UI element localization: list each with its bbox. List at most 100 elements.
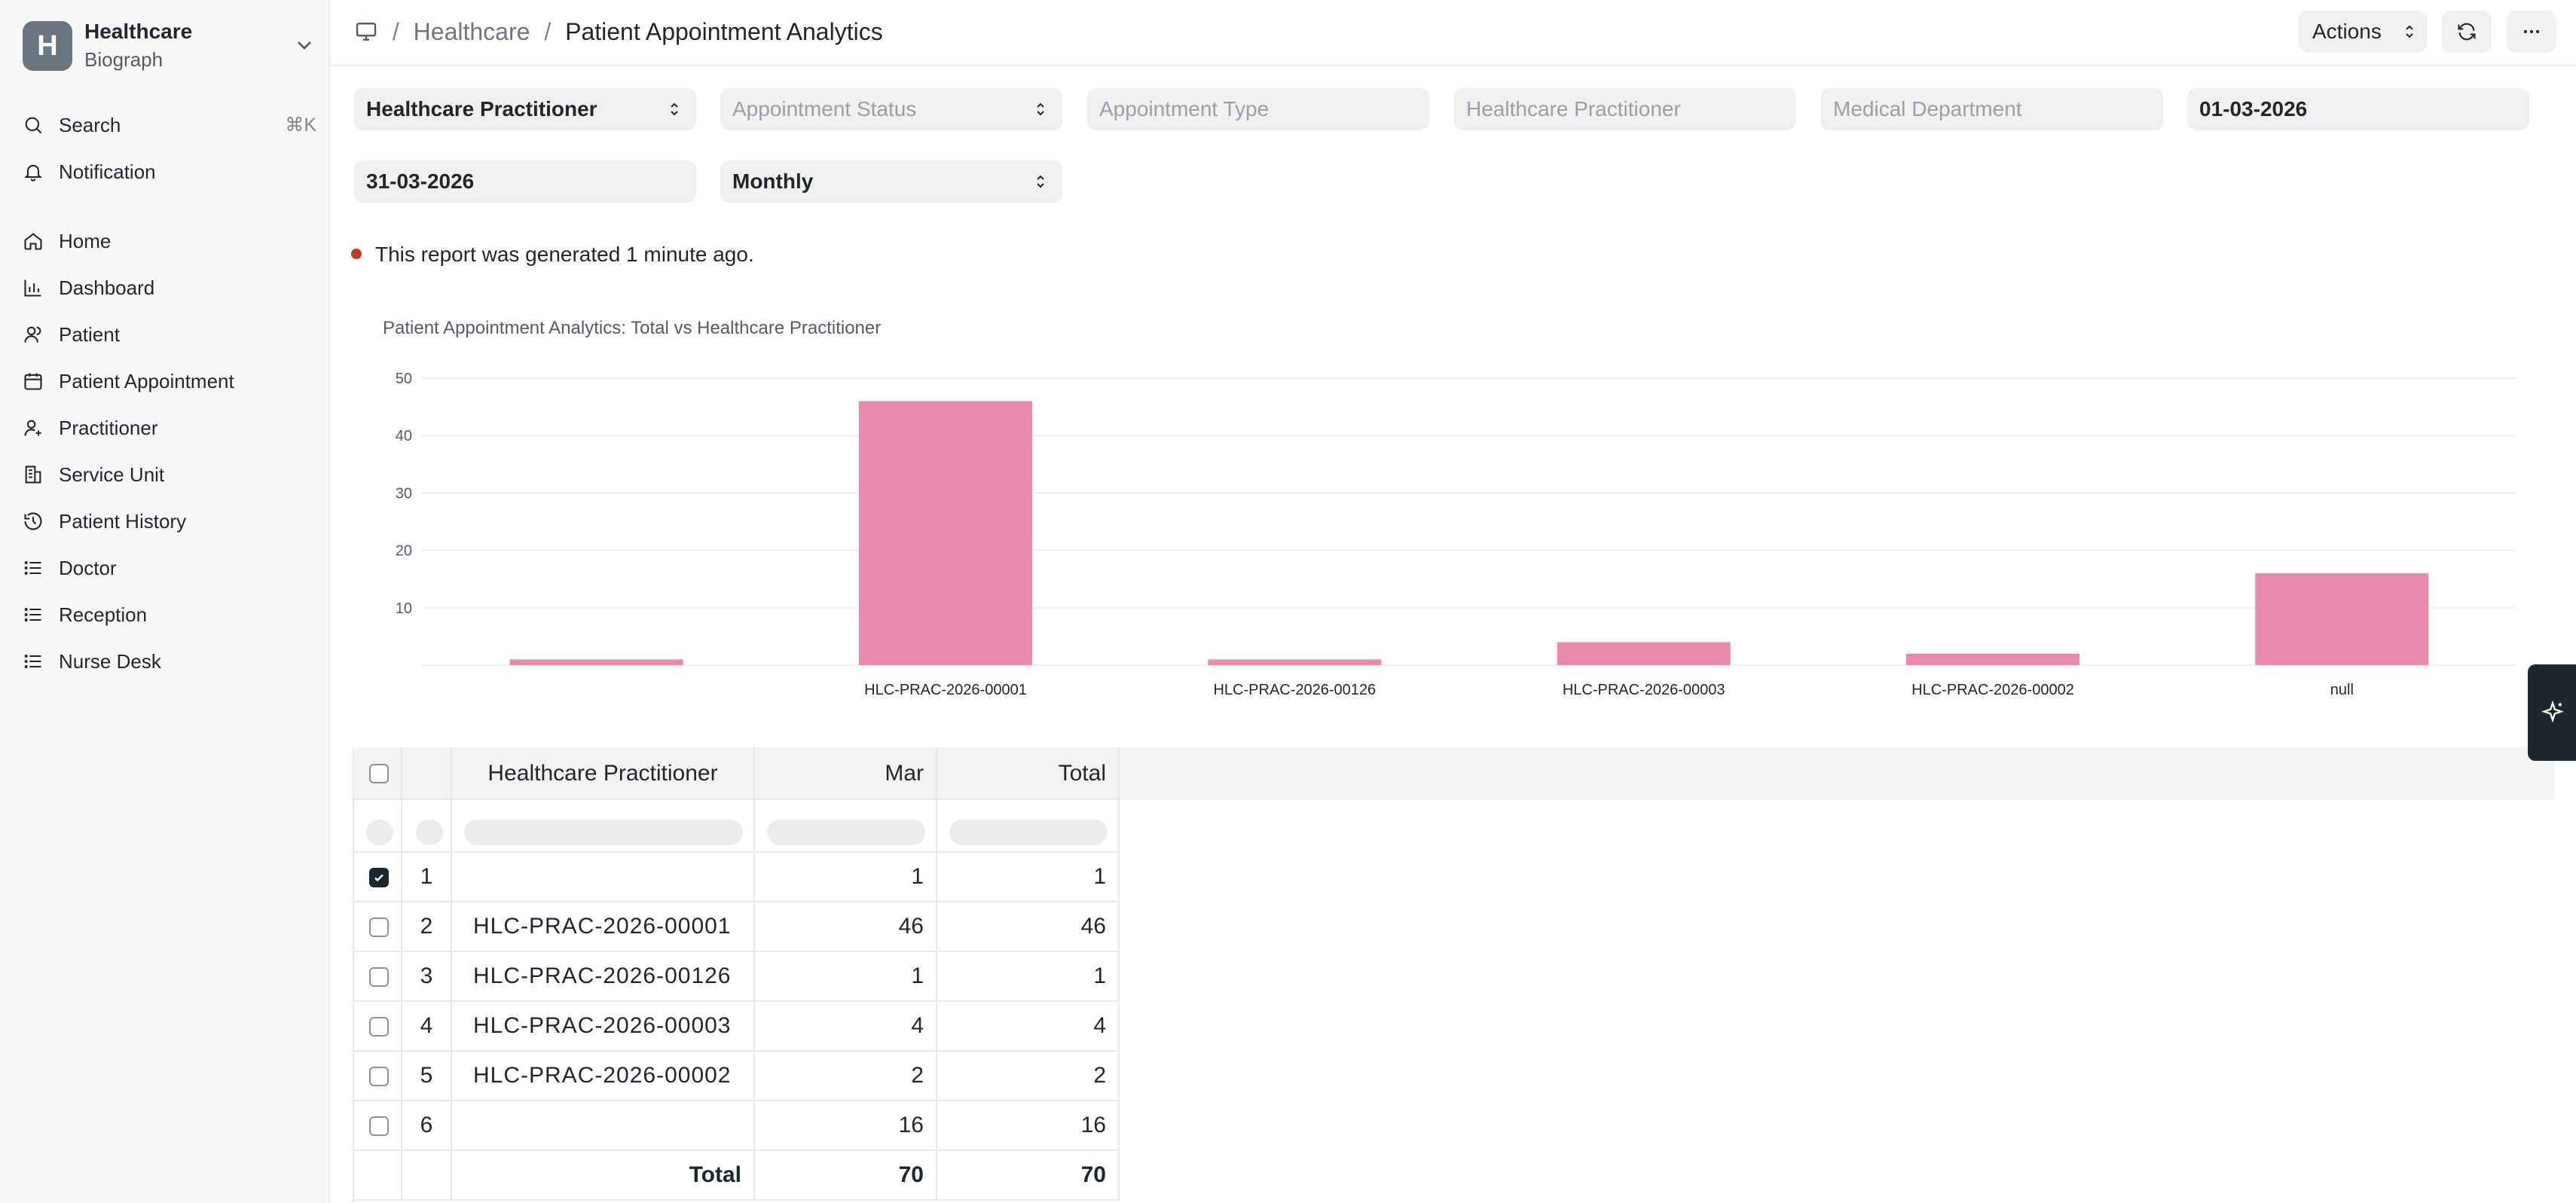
total-cell[interactable]: 1 xyxy=(937,853,1120,902)
appointment-status-placeholder: Appointment Status xyxy=(732,97,917,121)
select-all-checkbox[interactable] xyxy=(369,764,389,783)
row-index-value: 4 xyxy=(420,1013,433,1038)
practitioner-cell[interactable] xyxy=(452,853,755,902)
actions-button[interactable]: Actions xyxy=(2299,11,2427,53)
chart-bar[interactable] xyxy=(1906,653,2079,665)
row-checkbox[interactable] xyxy=(369,868,389,887)
workspace-switcher[interactable]: H Healthcare Biograph xyxy=(23,20,316,72)
mar-cell[interactable]: 1 xyxy=(755,853,937,902)
totals-label-cell: Total xyxy=(452,1151,755,1201)
monitor-icon[interactable] xyxy=(354,20,378,44)
calendar-icon xyxy=(24,373,42,390)
column-header-mar[interactable]: Mar xyxy=(755,747,937,800)
sidebar-item-practitioner[interactable]: Practitioner xyxy=(23,409,316,447)
practitioner-filter-field[interactable]: Healthcare Practitioner xyxy=(1454,88,1796,130)
total-cell[interactable]: 2 xyxy=(937,1052,1120,1101)
more-options-button[interactable] xyxy=(2507,11,2556,53)
column-filter-input[interactable] xyxy=(937,800,1120,853)
chart-bar[interactable] xyxy=(859,401,1032,665)
mar-cell[interactable]: 16 xyxy=(755,1101,937,1151)
column-header-label: Total xyxy=(1058,761,1106,786)
total-value: 16 xyxy=(1080,1113,1106,1137)
chart-bar[interactable] xyxy=(2255,573,2429,665)
row-index-value: 2 xyxy=(420,914,433,939)
chart-bar[interactable] xyxy=(1208,659,1382,665)
mar-cell[interactable]: 1 xyxy=(755,952,937,1002)
sidebar-item-reception[interactable]: Reception xyxy=(23,596,316,634)
to-date-field[interactable]: 31-03-2026 xyxy=(354,160,696,203)
appointment-type-field[interactable]: Appointment Type xyxy=(1087,88,1429,130)
row-checkbox[interactable] xyxy=(369,1017,389,1037)
filter-cell xyxy=(402,800,452,853)
page-header: / Healthcare / Patient Appointment Analy… xyxy=(332,0,2576,66)
search-label: Search xyxy=(59,114,121,136)
column-header-label: Mar xyxy=(885,761,924,786)
sidebar-search[interactable]: Search ⌘K xyxy=(23,106,316,144)
mar-cell[interactable]: 4 xyxy=(755,1002,937,1052)
sidebar-item-label: Nurse Desk xyxy=(59,650,161,673)
practitioner-cell[interactable] xyxy=(452,1101,755,1151)
sidebar-item-dashboard[interactable]: Dashboard xyxy=(23,269,316,307)
row-checkbox[interactable] xyxy=(369,1067,389,1086)
medical-department-field[interactable]: Medical Department xyxy=(1821,88,2163,130)
sidebar-item-nurse-desk[interactable]: Nurse Desk xyxy=(23,643,316,680)
chart-bar[interactable] xyxy=(509,659,683,665)
appointment-status-select[interactable]: Appointment Status xyxy=(720,88,1062,130)
total-value: 1 xyxy=(1093,963,1106,988)
refresh-icon xyxy=(2458,23,2476,41)
mar-cell[interactable]: 46 xyxy=(755,902,937,952)
practitioner-cell[interactable]: HLC-PRAC-2026-00126 xyxy=(452,952,755,1002)
row-select-cell xyxy=(353,1052,402,1101)
column-header-practitioner[interactable]: Healthcare Practitioner xyxy=(452,747,755,800)
group-by-value: Healthcare Practitioner xyxy=(366,97,597,121)
index-header xyxy=(402,747,452,800)
breadcrumb-healthcare[interactable]: Healthcare xyxy=(413,18,530,45)
practitioner-cell[interactable]: HLC-PRAC-2026-00002 xyxy=(452,1052,755,1101)
group-by-select[interactable]: Healthcare Practitioner xyxy=(354,88,696,130)
breadcrumb-separator: / xyxy=(544,18,552,45)
sidebar-item-label: Doctor xyxy=(59,557,117,579)
row-select-cell xyxy=(353,902,402,952)
chevron-down-icon xyxy=(298,41,311,50)
column-header-total[interactable]: Total xyxy=(937,747,1120,800)
total-cell[interactable]: 46 xyxy=(937,902,1120,952)
search-shortcut: ⌘K xyxy=(285,114,316,136)
sidebar-notification[interactable]: Notification xyxy=(23,153,316,191)
chart-bar[interactable] xyxy=(1557,642,1731,665)
select-arrows-icon xyxy=(2406,25,2413,38)
row-index-value: 1 xyxy=(420,864,433,889)
loading-placeholder xyxy=(949,820,1108,845)
sidebar-item-doctor[interactable]: Doctor xyxy=(23,549,316,587)
totals-index-cell xyxy=(402,1151,452,1201)
practitioner-cell[interactable]: HLC-PRAC-2026-00001 xyxy=(452,902,755,952)
table-left-border xyxy=(353,747,354,1203)
sidebar-item-home[interactable]: Home xyxy=(23,222,316,260)
y-tick-label: 10 xyxy=(396,600,412,617)
row-checkbox[interactable] xyxy=(369,967,389,987)
select-all-cell xyxy=(353,747,402,800)
from-date-value: 01-03-2026 xyxy=(2199,97,2308,121)
sidebar-item-patient-history[interactable]: Patient History xyxy=(23,502,316,540)
practitioner-cell[interactable]: HLC-PRAC-2026-00003 xyxy=(452,1002,755,1052)
bell-icon xyxy=(24,164,42,182)
refresh-button[interactable] xyxy=(2442,11,2492,53)
column-filter-input[interactable] xyxy=(452,800,755,853)
total-cell[interactable]: 4 xyxy=(937,1002,1120,1052)
row-index: 2 xyxy=(402,902,452,952)
sidebar-item-patient[interactable]: Patient xyxy=(23,316,316,353)
range-select[interactable]: Monthly xyxy=(720,160,1062,203)
ai-assistant-button[interactable] xyxy=(2528,664,2576,761)
column-filter-input[interactable] xyxy=(755,800,937,853)
history-icon xyxy=(24,512,42,530)
row-checkbox[interactable] xyxy=(369,1116,389,1136)
from-date-field[interactable]: 01-03-2026 xyxy=(2187,88,2529,130)
mar-cell[interactable]: 2 xyxy=(755,1052,937,1101)
total-cell[interactable]: 1 xyxy=(937,952,1120,1002)
appointment-type-placeholder: Appointment Type xyxy=(1099,97,1270,121)
sidebar-item-service-unit[interactable]: Service Unit xyxy=(23,456,316,493)
user-plus-icon xyxy=(24,420,41,436)
row-checkbox[interactable] xyxy=(369,918,389,937)
table-header-background xyxy=(353,747,2554,800)
total-cell[interactable]: 16 xyxy=(937,1101,1120,1151)
sidebar-item-patient-appointment[interactable]: Patient Appointment xyxy=(23,362,316,400)
